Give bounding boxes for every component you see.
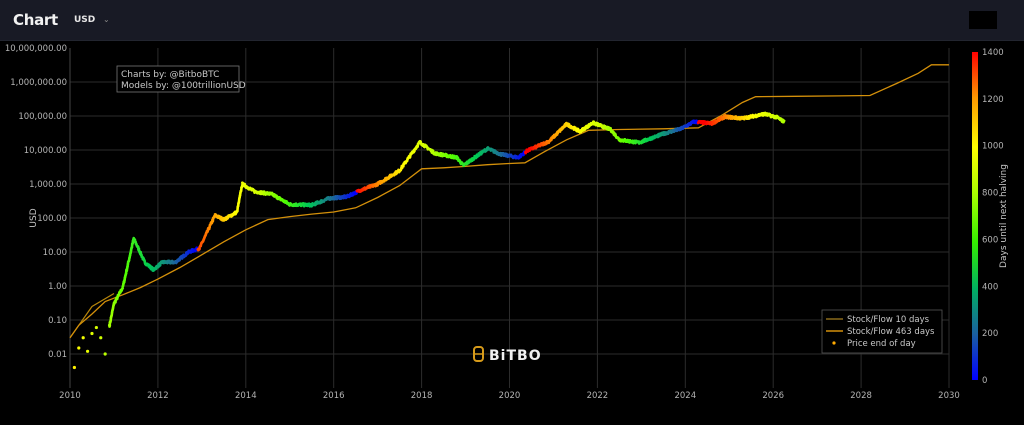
x-tick-label: 2016 (323, 391, 345, 401)
svg-text:Stock/Flow 10 days: Stock/Flow 10 days (847, 315, 930, 325)
y-tick-label: 0.01 (48, 350, 67, 360)
y-tick-label: 0.10 (48, 316, 67, 326)
currency-selector[interactable]: USD (74, 15, 96, 25)
y-tick-label: 10,000,000.00 (5, 44, 67, 54)
y-axis-title: USD (29, 208, 39, 227)
y-tick-label: 10.00 (43, 248, 67, 258)
colorbar-gradient (972, 52, 978, 380)
colorbar-tick-label: 1200 (982, 95, 1004, 105)
price-series (72, 111, 786, 370)
colorbar-ticks: 0 200 400 600 800 1000 1200 1400 (982, 48, 1004, 386)
x-tick-label: 2028 (850, 391, 872, 401)
y-tick-label: 100.00 (37, 214, 67, 224)
chevron-down-icon[interactable]: ⌄ (103, 15, 110, 24)
legend-item-sf10[interactable]: Stock/Flow 10 days (826, 315, 930, 325)
bitbo-logo-icon (473, 346, 484, 362)
credits-line-1: Charts by: @BitboBTC (121, 70, 219, 80)
y-axis-ticks: 10,000,000.00 1,000,000.00 100,000.00 10,00… (5, 44, 67, 360)
colorbar-tick-label: 400 (982, 282, 998, 292)
stock-flow-463-days-line (69, 64, 949, 339)
stock-to-flow-chart[interactable]: 10,000,000.00 1,000,000.00 100,000.00 10,00… (0, 41, 1024, 425)
legend-item-price[interactable]: Price end of day (832, 339, 916, 349)
bitbo-logo-text: BiTBO (489, 348, 542, 364)
grid-lines (69, 48, 950, 388)
y-tick-label: 1.00 (48, 282, 67, 292)
bitbo-watermark: BiTBO (473, 346, 542, 364)
legend: Stock/Flow 10 days Stock/Flow 463 days P… (821, 309, 943, 354)
y-tick-label: 100,000.00 (18, 112, 67, 122)
credits-line-2: Models by: @100trillionUSD (121, 81, 246, 91)
colorbar-tick-label: 1400 (982, 48, 1004, 58)
page-title: Chart (13, 11, 58, 29)
colorbar-tick-label: 1000 (982, 142, 1004, 152)
x-tick-label: 2020 (499, 391, 521, 401)
legend-item-sf463[interactable]: Stock/Flow 463 days (826, 327, 935, 337)
colorbar-tick-label: 0 (982, 376, 987, 386)
colorbar-tick-label: 800 (982, 189, 998, 199)
colorbar-title: Days until next halving (999, 164, 1009, 268)
colorbar: 0 200 400 600 800 1000 1200 1400 Days until nex… (972, 48, 1009, 386)
y-tick-label: 10,000.00 (24, 146, 67, 156)
svg-text:Price end of day: Price end of day (847, 339, 916, 349)
x-tick-label: 2022 (587, 391, 609, 401)
x-axis-ticks: 2010 2012 2014 2016 2018 2020 2022 2024 2026 2028… (59, 391, 960, 401)
y-tick-label: 1,000,000.00 (10, 78, 67, 88)
x-tick-label: 2014 (235, 391, 257, 401)
header-action-box[interactable] (969, 11, 997, 29)
credits-annotation: Charts by: @BitboBTC Models by: @100tril… (116, 65, 246, 93)
colorbar-tick-label: 600 (982, 235, 998, 245)
x-tick-label: 2026 (762, 391, 784, 401)
x-tick-label: 2012 (147, 391, 169, 401)
top-header: Chart USD ⌄ (0, 0, 1024, 41)
y-tick-label: 1,000.00 (29, 180, 67, 190)
x-tick-label: 2018 (411, 391, 433, 401)
svg-text:Stock/Flow 463 days: Stock/Flow 463 days (847, 327, 935, 337)
colorbar-tick-label: 200 (982, 329, 998, 339)
x-tick-label: 2030 (938, 391, 960, 401)
x-tick-label: 2010 (59, 391, 81, 401)
x-tick-label: 2024 (674, 391, 696, 401)
